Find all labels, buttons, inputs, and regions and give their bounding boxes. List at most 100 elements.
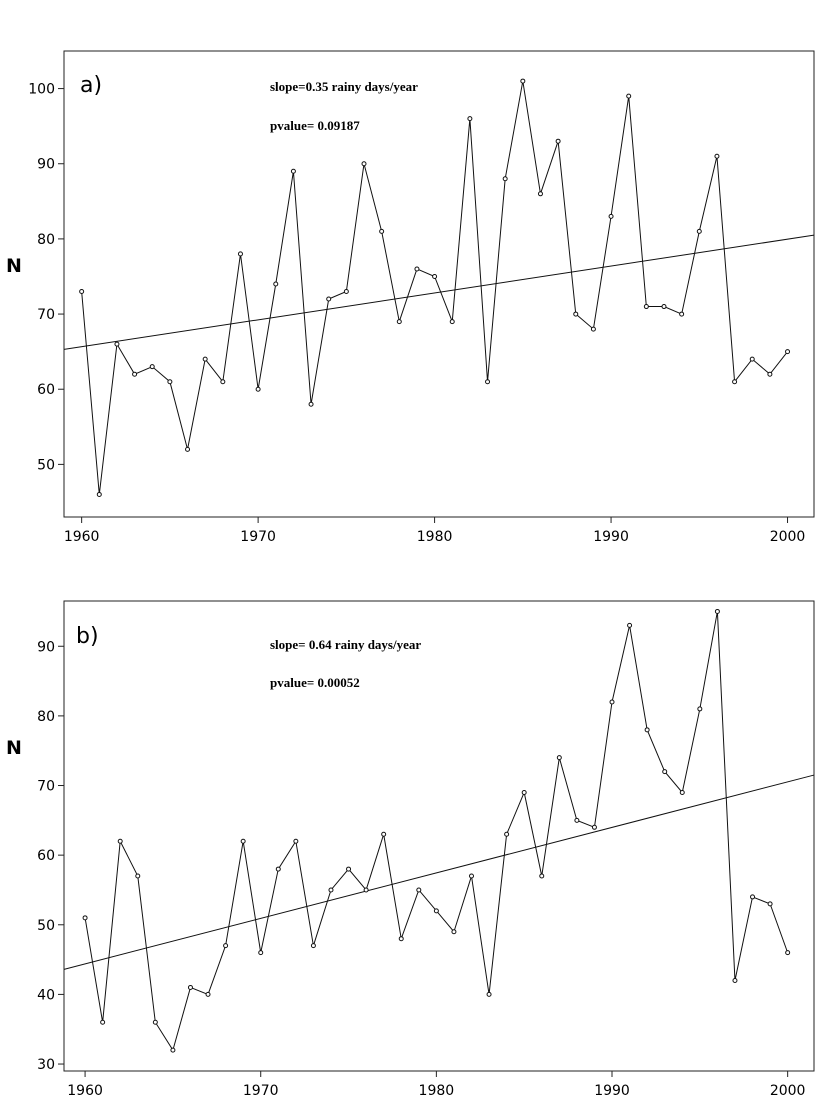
trend-line — [63, 234, 815, 350]
data-point — [608, 213, 614, 219]
data-point — [486, 991, 492, 997]
data-point — [433, 908, 439, 914]
y-tick-label: 50 — [37, 918, 55, 934]
data-point — [379, 228, 385, 234]
y-tick-label: 80 — [37, 709, 55, 725]
trend-line — [63, 774, 815, 970]
data-point — [467, 116, 473, 122]
data-point — [555, 138, 561, 144]
chart-marks: 1960 1970 1980 1990 2000 50 60 70 80 90 100 — [28, 78, 815, 545]
data-point — [328, 887, 334, 893]
data-point — [170, 1047, 176, 1053]
data-point — [661, 304, 667, 310]
data-point — [732, 977, 738, 983]
y-tick-label: 60 — [37, 848, 55, 864]
data-point — [468, 873, 474, 879]
y-tick-label: 40 — [37, 987, 55, 1003]
data-point — [381, 831, 387, 837]
data-point — [574, 817, 580, 823]
data-point — [662, 769, 668, 775]
data-point — [679, 311, 685, 317]
data-point — [398, 936, 404, 942]
panel-b: b) N slope= 0.64 rainy days/year pvalue=… — [6, 600, 815, 1099]
data-point — [167, 379, 173, 385]
data-point — [275, 866, 281, 872]
x-tick-label: 1990 — [593, 529, 629, 545]
x-tick-label: 1970 — [243, 1083, 279, 1099]
pvalue-annotation: pvalue= 0.09187 — [270, 118, 360, 133]
data-point — [644, 727, 650, 733]
y-tick-label: 70 — [37, 779, 55, 795]
data-point — [537, 191, 543, 197]
data-point — [679, 789, 685, 795]
x-tick-label: 2000 — [770, 1083, 806, 1099]
data-point — [539, 873, 545, 879]
data-point — [223, 943, 229, 949]
data-point — [485, 379, 491, 385]
data-point — [767, 371, 773, 377]
x-tick-label: 1970 — [240, 529, 276, 545]
data-point — [504, 831, 510, 837]
data-point — [396, 319, 402, 325]
y-axis-label: N — [6, 737, 22, 759]
data-point — [79, 289, 85, 295]
data-point — [326, 296, 332, 302]
panel-a: a) N slope=0.35 rainy days/year pvalue= … — [6, 50, 815, 545]
data-point — [290, 168, 296, 174]
data-point — [696, 228, 702, 234]
data-point — [714, 608, 720, 614]
data-point — [521, 789, 527, 795]
series-line — [84, 611, 789, 1052]
data-point — [767, 901, 773, 907]
data-point — [416, 887, 422, 893]
plot-frame — [63, 600, 815, 1072]
data-point — [132, 371, 138, 377]
data-point — [432, 273, 438, 279]
data-point — [626, 93, 632, 99]
data-point — [643, 304, 649, 310]
data-point — [202, 356, 208, 362]
x-tick-label: 1960 — [64, 529, 100, 545]
data-point — [237, 251, 243, 257]
data-point — [205, 991, 211, 997]
data-point — [308, 401, 314, 407]
data-point — [732, 379, 738, 385]
data-point — [609, 699, 615, 705]
data-point — [185, 446, 191, 452]
x-tick-label: 1980 — [419, 1083, 455, 1099]
data-point — [135, 873, 141, 879]
x-tick-label: 2000 — [770, 529, 806, 545]
pvalue-annotation: pvalue= 0.00052 — [270, 675, 360, 690]
y-tick-label: 90 — [37, 157, 55, 173]
data-point — [152, 1019, 158, 1025]
data-point — [785, 349, 791, 355]
data-point — [96, 491, 102, 497]
data-point — [627, 622, 633, 628]
panel-label: b) — [76, 624, 99, 649]
data-point — [749, 356, 755, 362]
data-point — [114, 341, 120, 347]
slope-annotation: slope=0.35 rainy days/year — [270, 79, 418, 94]
data-point — [573, 311, 579, 317]
data-point — [273, 281, 279, 287]
data-point — [343, 289, 349, 295]
y-tick-label: 60 — [37, 382, 55, 398]
data-point — [310, 943, 316, 949]
data-point — [785, 950, 791, 956]
y-tick-label: 30 — [37, 1057, 55, 1073]
data-point — [449, 319, 455, 325]
data-point — [591, 824, 597, 830]
data-point — [590, 326, 596, 332]
data-point — [117, 838, 123, 844]
data-point — [520, 78, 526, 84]
data-point — [220, 379, 226, 385]
x-tick-label: 1960 — [67, 1083, 103, 1099]
y-tick-label: 90 — [37, 639, 55, 655]
slope-annotation: slope= 0.64 rainy days/year — [270, 637, 421, 652]
data-point — [82, 915, 88, 921]
y-axis-label: N — [6, 255, 22, 277]
data-point — [414, 266, 420, 272]
data-point — [187, 984, 193, 990]
x-tick-label: 1990 — [594, 1083, 630, 1099]
